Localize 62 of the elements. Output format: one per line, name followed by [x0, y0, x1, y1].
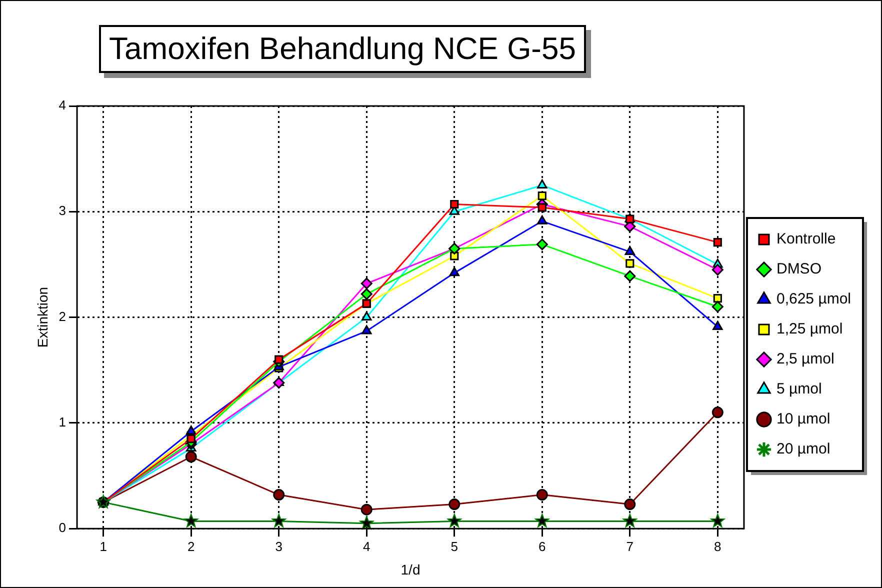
x-tick-label: 2 — [187, 538, 195, 554]
point — [622, 514, 638, 528]
point — [273, 377, 285, 389]
legend-label: DMSO — [776, 260, 822, 278]
legend-label: 5 µmol — [776, 380, 822, 398]
point — [713, 294, 722, 303]
point — [626, 259, 634, 268]
point — [712, 264, 724, 276]
point — [712, 406, 724, 418]
legend-label: 10 µmol — [776, 410, 830, 428]
x-tick-label: 3 — [275, 538, 282, 554]
point — [536, 238, 548, 250]
point — [537, 179, 548, 188]
point — [713, 238, 722, 247]
x-axis-title: 1/d — [400, 561, 420, 578]
point — [449, 267, 460, 276]
y-tick-label: 3 — [58, 203, 66, 218]
point — [537, 215, 548, 224]
x-tick-label: 6 — [538, 538, 546, 554]
point — [624, 498, 636, 510]
legend-label: 0,625 µmol — [776, 290, 852, 308]
point — [538, 192, 546, 200]
x-tick-label: 5 — [450, 538, 458, 554]
point — [447, 514, 462, 528]
point — [186, 426, 196, 435]
point — [450, 200, 459, 209]
point — [360, 504, 372, 516]
point — [185, 451, 197, 463]
legend-label: 20 µmol — [776, 440, 830, 458]
point — [624, 246, 635, 256]
y-tick-label: 0 — [58, 520, 66, 536]
y-tick-label: 1 — [58, 414, 66, 430]
point — [359, 516, 374, 530]
point — [272, 514, 286, 528]
legend-label: Kontrolle — [776, 230, 836, 248]
point — [712, 321, 723, 330]
x-tick-label: 8 — [714, 538, 722, 554]
point — [448, 498, 460, 510]
point — [534, 514, 550, 528]
x-tick-label: 4 — [363, 538, 370, 554]
point — [450, 252, 459, 260]
point — [712, 300, 724, 312]
legend-label: 1,25 µmol — [776, 320, 843, 338]
legend-label: 2,5 µmol — [776, 350, 834, 368]
point — [186, 434, 196, 444]
point — [360, 278, 372, 290]
y-axis-title: Extinktion — [34, 286, 50, 348]
point — [273, 489, 285, 501]
point — [184, 514, 198, 528]
x-tick-label: 1 — [100, 538, 107, 554]
point — [624, 270, 636, 282]
point — [536, 489, 548, 501]
chart-title: Tamoxifen Behandlung NCE G-55 — [99, 25, 586, 73]
y-tick-label: 2 — [58, 308, 66, 324]
point — [360, 288, 372, 300]
point — [362, 312, 372, 321]
y-tick-label: 4 — [58, 98, 66, 113]
x-tick-label: 7 — [626, 538, 634, 554]
point — [362, 325, 372, 334]
point — [274, 355, 284, 364]
point — [538, 203, 546, 212]
point — [710, 514, 725, 528]
